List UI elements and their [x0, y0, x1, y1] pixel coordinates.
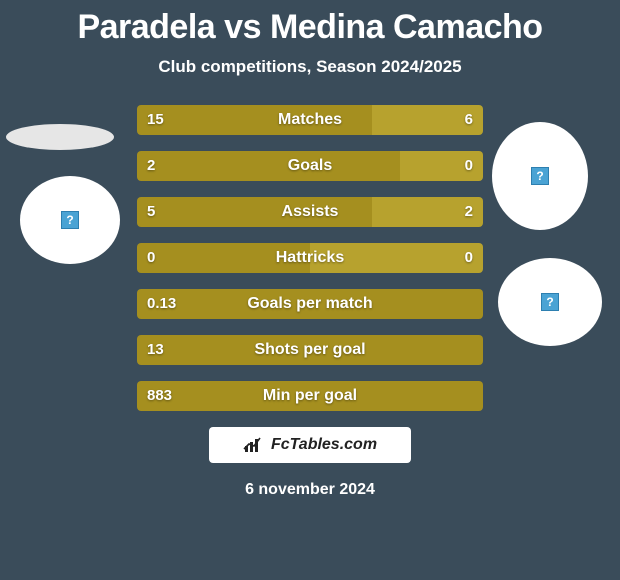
- stat-label: Goals per match: [137, 289, 483, 319]
- question-icon: ?: [541, 293, 559, 311]
- date-label: 6 november 2024: [0, 481, 620, 499]
- stat-label: Goals: [137, 151, 483, 181]
- source-badge: FcTables.com: [209, 427, 411, 463]
- subtitle: Club competitions, Season 2024/2025: [0, 57, 620, 77]
- stat-label: Hattricks: [137, 243, 483, 273]
- badge-text: FcTables.com: [271, 436, 377, 454]
- page-title: Paradela vs Medina Camacho: [0, 0, 620, 47]
- decoration-circle-top-right: ?: [492, 122, 588, 230]
- stat-row: 883Min per goal: [137, 381, 483, 411]
- stat-row: 52Assists: [137, 197, 483, 227]
- stat-label: Assists: [137, 197, 483, 227]
- content: Paradela vs Medina Camacho Club competit…: [0, 0, 620, 580]
- chart-icon: [243, 436, 265, 454]
- player2-name: Medina Camacho: [270, 8, 543, 46]
- stat-label: Shots per goal: [137, 335, 483, 365]
- question-icon: ?: [531, 167, 549, 185]
- decoration-ellipse-top-left: [6, 124, 114, 150]
- stat-row: 20Goals: [137, 151, 483, 181]
- player1-name: Paradela: [77, 8, 215, 46]
- stat-label: Min per goal: [137, 381, 483, 411]
- stat-label: Matches: [137, 105, 483, 135]
- decoration-circle-left: ?: [20, 176, 120, 264]
- stat-row: 00Hattricks: [137, 243, 483, 273]
- title-vs: vs: [224, 8, 261, 46]
- stat-row: 156Matches: [137, 105, 483, 135]
- question-icon: ?: [61, 211, 79, 229]
- stats-container: 156Matches 20Goals 52Assists 00Hattricks 0.1…: [137, 105, 483, 411]
- stat-row: 13Shots per goal: [137, 335, 483, 365]
- stat-row: 0.13Goals per match: [137, 289, 483, 319]
- decoration-circle-bot-right: ?: [498, 258, 602, 346]
